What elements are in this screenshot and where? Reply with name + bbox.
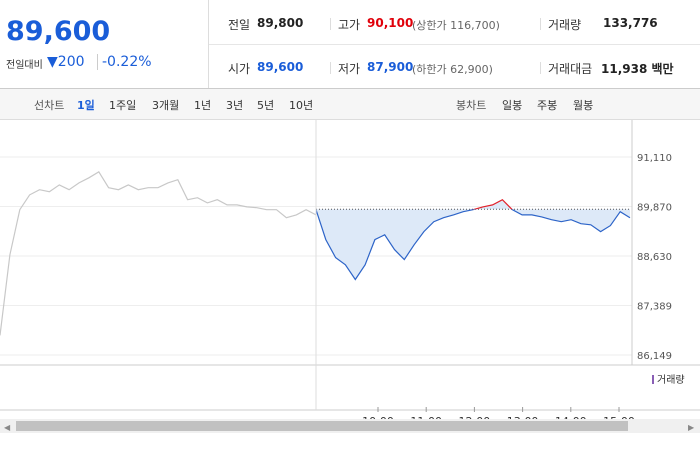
cell-value: 133,776 [603,16,658,30]
y-tick-label: 87,389 [637,302,672,313]
divider [208,0,209,88]
cell-note: (하한가 62,900) [412,63,493,76]
cell-label: 거래대금 [548,62,593,76]
divider [540,62,541,74]
tab[interactable]: 10년 [289,99,314,112]
scrollbar-thumb[interactable] [16,421,628,431]
cell-value: 11,938 백만 [601,62,674,76]
cell-label: 저가 [338,62,361,76]
change-percent: -0.22% [97,54,152,70]
volume-label: 거래량 [657,374,685,386]
tab[interactable]: 1주일 [109,99,137,112]
tab[interactable]: 월봉 [573,99,594,112]
cell-value: 87,900 [367,60,414,74]
tab[interactable]: 주봉 [537,99,558,112]
down-icon: ▼ [47,54,58,70]
header [0,0,700,89]
change-label: 전일대비 [6,60,43,71]
divider [330,62,331,74]
tab[interactable]: 1년 [194,99,212,112]
change-value: 200 [57,54,85,70]
cell-label: 고가 [338,18,361,32]
cell-value: 89,800 [257,16,304,30]
tab[interactable]: 3년 [226,99,244,112]
change-amount: ▼200 [47,54,85,70]
y-tick-label: 86,149 [637,351,672,362]
cell-label: 거래량 [548,18,582,32]
cell-value: 90,100 [367,16,414,30]
tab[interactable]: 3개월 [152,99,180,112]
tab[interactable]: 일봉 [502,99,523,112]
chart: 91,11089,87088,63087,38986,14910:0011:00… [0,120,700,433]
tab[interactable]: 1일 [77,99,95,112]
cell-value: 89,600 [257,60,304,74]
cell-label: 전일 [228,18,251,32]
divider [209,44,700,45]
divider [330,18,331,30]
line [0,170,317,336]
tab-label: 봉차트 [456,99,487,112]
divider [540,18,541,30]
cell-label: 시가 [228,62,251,76]
tab[interactable]: 5년 [257,99,275,112]
price: 89,600 [6,16,111,47]
line [315,209,631,281]
y-tick-label: 88,630 [637,252,672,263]
volume-icon [652,375,654,384]
tab-bar [0,89,700,120]
y-tick-label: 89,870 [637,202,672,213]
scroll-arrow: ◀ [4,423,11,432]
y-tick-label: 91,110 [637,153,672,164]
cell-note: (상한가 116,700) [412,19,500,32]
scroll-arrow: ▶ [688,423,695,432]
tab-label: 선차트 [34,99,65,112]
